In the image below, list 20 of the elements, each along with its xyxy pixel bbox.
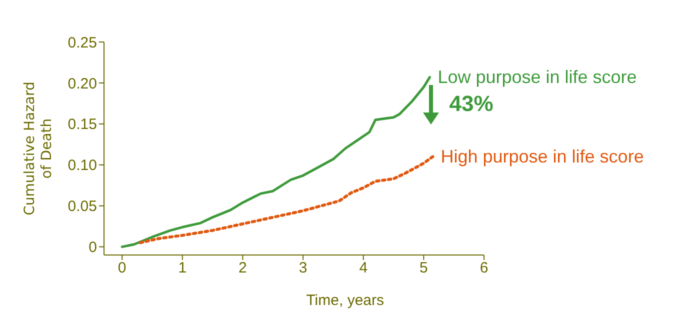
y-tick-label: 0.15 [68,116,97,134]
x-tick-label: 5 [420,260,428,277]
x-tick-label: 0 [118,260,126,277]
y-tick-label: 0.10 [68,157,97,174]
x-axis-title: Time, years [306,292,384,309]
x-tick-label: 6 [480,260,488,277]
y-axis-title: Cumulative Hazard of Death [22,82,55,216]
series-label: Low purpose in life score [438,67,637,88]
y-tick-label: 0.20 [68,75,97,92]
x-tick-label: 2 [238,260,247,277]
x-tick-label: 1 [178,260,187,277]
line-series [138,155,434,244]
series-label: High purpose in life score [440,146,644,167]
annotation: 43% [449,90,494,117]
x-tick-label: 4 [359,260,368,277]
y-tick-label: 0.05 [68,198,97,216]
y-tick-label: 0.25 [68,34,97,52]
y-tick-label: 0 [88,239,97,256]
line-series [120,76,431,248]
x-tick-label: 3 [298,260,308,277]
